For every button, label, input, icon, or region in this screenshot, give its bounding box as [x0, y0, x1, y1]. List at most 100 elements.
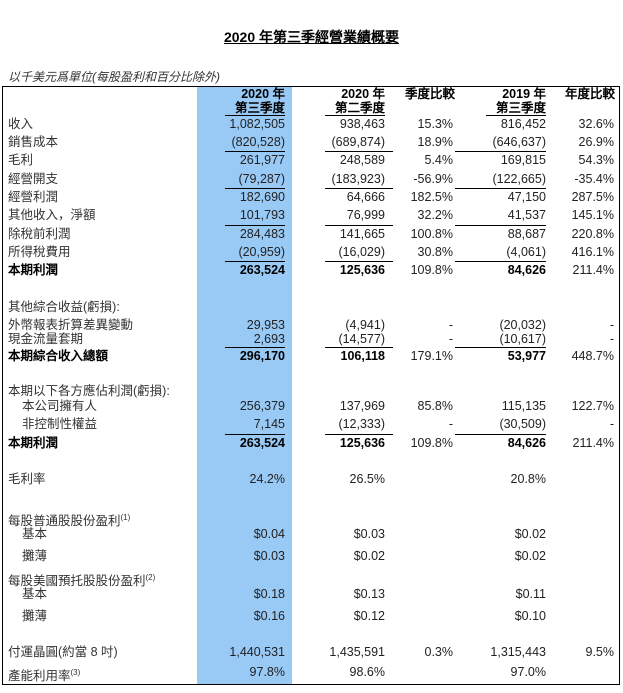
header-line: 第三季度 [495, 101, 546, 115]
row-label-text: 現金流量套期 [8, 332, 84, 346]
cell-value: 182,690 [239, 190, 285, 204]
cell-value: 145.1% [571, 208, 614, 222]
cell-value: (183,923) [331, 172, 385, 186]
page-title: 2020 年第三季經營業績概要 [223, 29, 400, 45]
cell-value: (646,637) [492, 135, 546, 149]
row-label-text: 攤薄 [22, 549, 48, 563]
table-row: 毛利率 24.2% 26.5% 20.8% [0, 471, 623, 488]
table-row: 本公司擁有人 256,379 137,969 85.8% 115,135 122.7% [0, 398, 623, 415]
subtotal-rule [455, 261, 546, 262]
cell-value: 416.1% [571, 245, 614, 259]
row-label: 攤薄 [22, 608, 47, 625]
subtotal-rule [225, 225, 285, 226]
cell-value: $0.02 [514, 527, 546, 541]
cell-value: 64,666 [346, 190, 385, 204]
row-label: 經營開支 [8, 171, 58, 188]
row-label: 每股美國預托股股份盈利(2) [8, 569, 155, 590]
row-label-text: 每股普通股股份盈利 [8, 514, 121, 529]
table-row: 除稅前利潤 284,483 141,665 100.8% 88,687 220.8% [0, 226, 623, 243]
row-label: 每股普通股股份盈利(1) [8, 509, 130, 530]
subtotal-rule [455, 434, 546, 435]
subtotal-rule [325, 151, 393, 152]
table-row: 毛利 261,977 248,589 5.4% 169,815 54.3% [0, 152, 623, 169]
row-label-text: 產能利用率 [8, 669, 71, 684]
footnote-marker: (3) [70, 668, 81, 677]
cell-value: 26.9% [578, 135, 614, 149]
cell-value: 261,977 [239, 153, 285, 167]
row-label: 產能利用率(3) [8, 664, 80, 685]
cell-value: 20.8% [510, 472, 546, 486]
header-line: 第三季度 [234, 101, 285, 115]
cell-value: 84,626 [507, 436, 546, 450]
cell-value: 18.9% [417, 135, 453, 149]
row-label-text: 攤薄 [22, 609, 48, 623]
row-label: 本期利潤 [8, 262, 58, 279]
subtotal-rule [325, 225, 393, 226]
header-line: 季度比較 [404, 87, 455, 101]
cell-value: 47,150 [507, 190, 546, 204]
cell-value: 98.6% [349, 665, 385, 679]
results-table [2, 86, 620, 685]
cell-value: - [609, 332, 614, 346]
cell-value: 263,524 [239, 436, 285, 450]
header-qoq: 季度比較 [393, 87, 455, 101]
subtotal-rule [455, 151, 546, 152]
header-line: 2020 年 [241, 87, 285, 101]
cell-value: - [448, 332, 453, 346]
cell-value: 41,537 [507, 208, 546, 222]
cell-value: 0.3% [424, 645, 454, 659]
cell-value: 179.1% [410, 349, 453, 363]
cell-value: $0.10 [514, 609, 546, 623]
row-label-text: 每股美國預托股股份盈利 [8, 574, 146, 589]
row-label-text: 其他綜合收益(虧損): [8, 300, 120, 314]
cell-value: 248,589 [339, 153, 385, 167]
cell-value: - [448, 417, 453, 431]
header-line: 年度比較 [564, 87, 615, 101]
cell-value: - [609, 318, 614, 332]
cell-value: 211.4% [572, 263, 614, 277]
cell-value: -56.9% [413, 172, 453, 186]
header-line: 第二季度 [334, 101, 385, 115]
cell-value: 53,977 [507, 349, 546, 363]
row-label-text: 收入 [8, 117, 34, 131]
cell-value: 76,999 [346, 208, 385, 222]
row-label: 現金流量套期 [8, 331, 83, 348]
header-2020-q3: 2020 年第三季度 [225, 87, 285, 116]
row-label-text: 毛利率 [8, 472, 46, 486]
cell-value: 1,082,505 [229, 117, 285, 131]
row-label: 攤薄 [22, 548, 47, 565]
row-label: 毛利 [8, 152, 33, 169]
subtotal-rule [325, 261, 393, 262]
row-label: 本公司擁有人 [22, 398, 97, 415]
row-label-text: 經營利潤 [8, 190, 59, 204]
cell-value: 26.5% [349, 472, 385, 486]
row-label-text: 本公司擁有人 [22, 399, 98, 413]
cell-value: 115,135 [501, 399, 546, 413]
footnote-marker: (2) [145, 573, 156, 582]
cell-value: $0.03 [253, 549, 285, 563]
cell-value: 100.8% [410, 227, 453, 241]
cell-value: 32.6% [578, 117, 614, 131]
cell-value: 125,636 [339, 436, 385, 450]
cell-value: (20,032) [499, 318, 546, 332]
table-row: 付運晶圓(約當 8 吋) 1,440,531 1,435,591 0.3% 1,315,… [0, 644, 623, 661]
cell-value: 101,793 [239, 208, 285, 222]
row-label: 付運晶圓(約當 8 吋) [8, 644, 118, 661]
cell-value: 7,145 [253, 417, 285, 431]
table-row: 非控制性權益 7,145 (12,333) - (30,509) - [0, 416, 623, 433]
row-label: 毛利率 [8, 471, 46, 488]
cell-value: 256,379 [239, 399, 285, 413]
subtotal-rule [325, 188, 393, 189]
row-label-text: 銷售成本 [8, 135, 59, 149]
table-row: 本期綜合收入總額 296,170 106,118 179.1% 53,977 448.7% [0, 348, 623, 365]
cell-value: 15.3% [417, 117, 453, 131]
cell-value: (4,941) [345, 318, 385, 332]
cell-value: 97.8% [249, 665, 285, 679]
row-label: 基本 [22, 586, 47, 603]
table-row: 銷售成本 (820,528) (689,874) 18.9% (646,637) 26.9… [0, 134, 623, 151]
table-row: 基本 $0.04 $0.03 $0.02 [0, 526, 623, 543]
cell-value: 287.5% [571, 190, 614, 204]
subtotal-rule [225, 434, 285, 435]
row-label-text: 付運晶圓(約當 8 吋) [8, 645, 118, 659]
cell-value: 109.8% [410, 436, 453, 450]
